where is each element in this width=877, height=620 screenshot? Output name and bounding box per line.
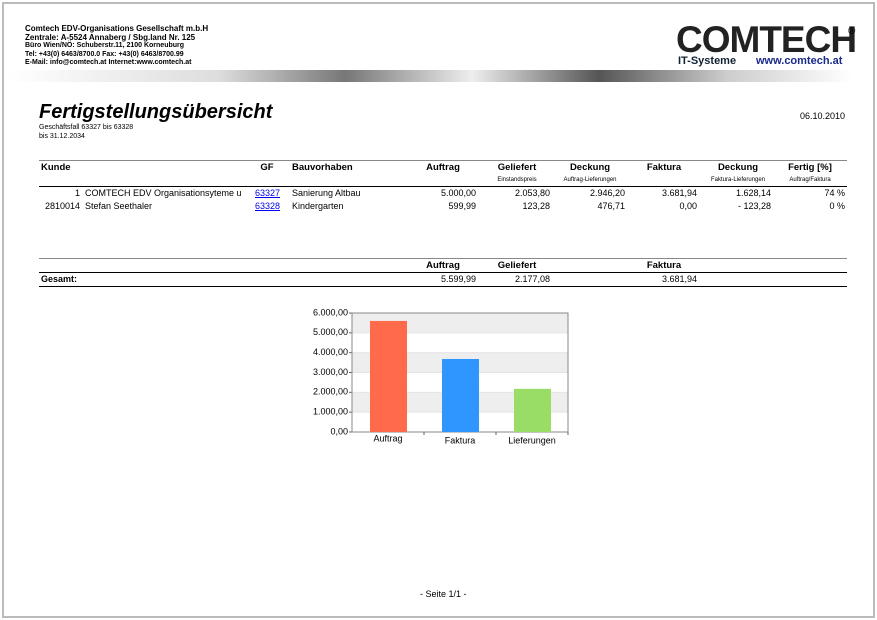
table-cell: 599,99 — [448, 201, 476, 211]
totals-rule — [39, 286, 847, 287]
totals-label: Gesamt: — [41, 274, 78, 284]
totals-header: Auftrag — [426, 260, 460, 271]
subtitle: Geschäftsfall 63327 bis 63328 — [39, 124, 134, 131]
bar — [442, 358, 479, 432]
y-tick-label: 5.000,00 — [313, 327, 348, 337]
column-header: Bauvorhaben — [292, 162, 353, 173]
table-cell: 2810014 — [44, 201, 80, 211]
x-tick-label: Faktura — [445, 435, 476, 445]
y-tick-label: 6.000,00 — [313, 307, 348, 317]
y-tick-label: 3.000,00 — [313, 367, 348, 377]
table-cell: 3.681,94 — [661, 188, 697, 198]
y-tick-label: 4.000,00 — [313, 347, 348, 357]
table-cell: 74 % — [824, 188, 845, 198]
table-rule — [39, 160, 847, 161]
column-subheader: Einstandspreis — [497, 177, 537, 183]
column-header: Faktura — [646, 162, 682, 173]
y-tick-label: 1.000,00 — [313, 407, 348, 417]
column-header: Auftrag — [426, 162, 460, 173]
table-cell: 0,00 — [679, 201, 697, 211]
table-cell: 1 — [74, 188, 80, 198]
totals-value: 3.681,94 — [661, 274, 697, 284]
table-cell: 123,28 — [522, 201, 550, 211]
x-tick-label: Auftrag — [373, 433, 402, 443]
table-cell: 2.946,20 — [589, 188, 625, 198]
subtitle: bis 31.12.2034 — [39, 133, 85, 140]
column-subheader: Auftrag-Lieferungen — [563, 177, 617, 183]
table-cell: Sanierung Altbau — [292, 188, 361, 198]
company-line: Zentrale: A-5524 Annaberg / Sbg.land Nr.… — [25, 32, 196, 42]
table-cell: 1.628,14 — [735, 188, 771, 198]
y-tick-label: 0,00 — [330, 426, 348, 436]
column-header: Deckung — [717, 162, 759, 173]
x-tick-label: Lieferungen — [508, 435, 556, 445]
website: www.comtech.at — [756, 55, 843, 67]
table-cell: 2.053,80 — [514, 188, 550, 198]
totals-rule — [39, 272, 847, 273]
company-line: Tel: +43(0) 6463/8700.0 Fax: +43(0) 6463… — [25, 50, 184, 58]
totals-header: Faktura — [646, 260, 682, 271]
column-subheader: Faktura-Lieferungen — [710, 177, 766, 183]
totals-header: Geliefert — [497, 260, 537, 271]
gf-link[interactable]: 63327 — [255, 188, 281, 198]
report-date: 06.10.2010 — [799, 111, 845, 121]
company-line: E-Mail: info@comtech.at Internet:www.com… — [25, 59, 192, 66]
totals-value: 2.177,08 — [514, 274, 550, 284]
y-tick-label: 2.000,00 — [313, 387, 348, 397]
table-rule — [39, 186, 847, 187]
table-cell: 476,71 — [597, 201, 625, 211]
totals-value: 5.599,99 — [440, 274, 476, 284]
column-header: Deckung — [569, 162, 611, 173]
logo: COMTECH — [676, 19, 857, 60]
table-cell: 0 % — [829, 201, 845, 211]
column-subheader: Auftrag/Faktura — [789, 177, 831, 183]
table-cell: Stefan Seethaler — [85, 201, 153, 211]
column-header: Fertig [%] — [788, 162, 832, 173]
table-cell: - 123,28 — [737, 201, 771, 211]
column-header: Kunde — [41, 162, 71, 173]
company-line: Büro Wien/NÖ: Schuberstr.11, 2100 Korneu… — [25, 42, 185, 49]
bar — [514, 388, 551, 432]
column-header: GF — [260, 162, 274, 173]
table-cell: COMTECH EDV Organisationsyteme u — [85, 188, 242, 198]
bar — [370, 320, 407, 432]
company-line: Comtech EDV-Organisations Gesellschaft m… — [25, 24, 209, 33]
gf-link[interactable]: 63328 — [255, 201, 281, 211]
table-cell: 5.000,00 — [440, 188, 476, 198]
tagline: IT-Systeme — [678, 55, 737, 67]
footer: - Seite 1/1 - — [420, 589, 467, 599]
registered-mark: ® — [848, 26, 856, 37]
table-cell: Kindergarten — [292, 201, 344, 211]
report-title: Fertigstellungsübersicht — [39, 101, 273, 123]
totals-rule — [39, 258, 847, 259]
header-band — [8, 70, 852, 82]
column-header: Geliefert — [497, 162, 537, 173]
